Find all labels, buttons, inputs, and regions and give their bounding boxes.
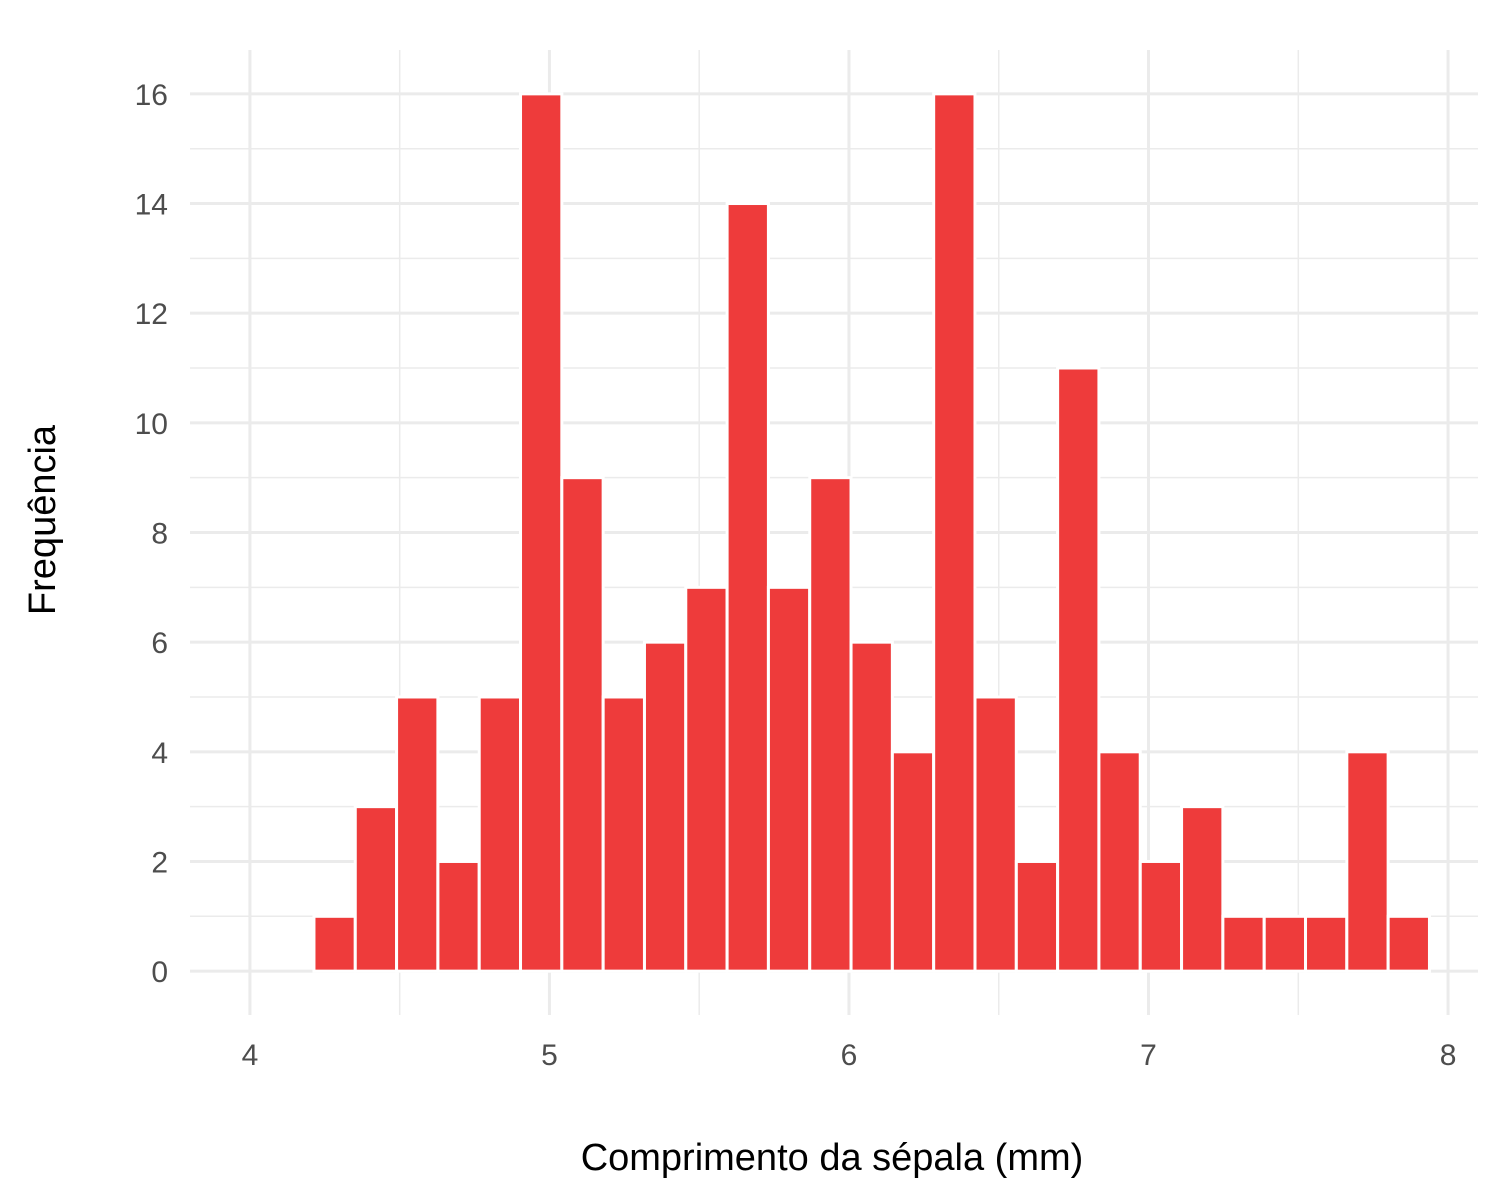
histogram-bar [601,695,646,973]
histogram-bar [642,640,688,973]
histogram-bar [1056,366,1101,973]
histogram-bar [1138,859,1184,973]
histogram-bar [973,695,1018,973]
y-tick-label: 10 [135,408,168,441]
y-axis-title: Frequência [22,424,64,615]
histogram-bar [849,640,894,973]
y-tick-label: 4 [151,737,168,770]
histogram-bar [1345,750,1390,973]
y-tick-label: 0 [151,956,168,989]
histogram-bar [1180,805,1225,973]
y-tick-label: 12 [135,298,168,331]
histogram-bar [477,695,523,973]
x-tick-label: 7 [1140,1039,1157,1072]
histogram-bar [436,859,481,973]
histogram-bar [395,695,440,973]
histogram-bar [766,585,812,973]
y-tick-label: 6 [151,627,168,660]
histogram-bar [312,914,357,973]
histogram-bar [1097,750,1142,973]
histogram-bar [684,585,729,973]
histogram-bar [1014,859,1060,973]
x-tick-label: 4 [242,1039,259,1072]
histogram-bar [890,750,936,973]
x-tick-label: 8 [1440,1039,1457,1072]
histogram-bar [932,92,977,973]
histogram-bar [560,476,605,973]
histogram-bar [1221,914,1266,973]
histogram-bar [1304,914,1349,973]
y-tick-label: 2 [151,846,168,879]
bars [312,92,1431,973]
y-tick-label: 16 [135,79,168,112]
histogram-bar [808,476,853,973]
y-axis-ticks: 0 2 4 6 8 10 12 14 16 [135,79,168,989]
histogram-bar [1262,914,1308,973]
x-tick-label: 5 [541,1039,558,1072]
y-tick-label: 8 [151,518,168,551]
x-axis-ticks: 4 5 6 7 8 [242,1039,1457,1072]
histogram-bar [1386,914,1431,973]
histogram-bar [725,202,770,973]
y-tick-label: 14 [135,189,168,222]
x-tick-label: 6 [841,1039,858,1072]
histogram-bar [353,805,399,973]
histogram-bar [519,92,564,973]
x-axis-title: Comprimento da sépala (mm) [581,1137,1084,1179]
